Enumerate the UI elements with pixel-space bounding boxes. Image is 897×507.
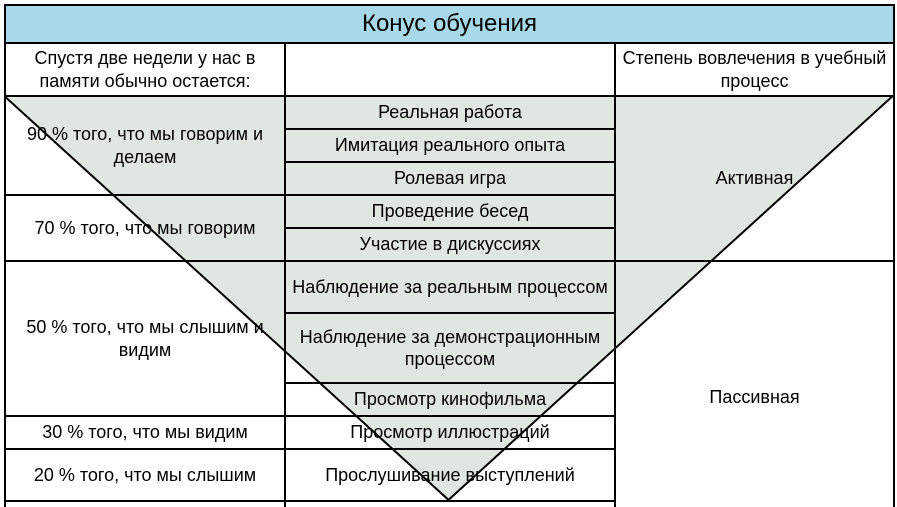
activity-row: Чтение xyxy=(285,501,615,507)
activity-row: Просмотр кинофильма xyxy=(285,383,615,416)
subhead-center-empty xyxy=(285,43,615,96)
activity-row: Имитация реального опыта xyxy=(285,129,615,162)
activity-row: Реальная работа xyxy=(285,96,615,129)
activity-row: Проведение бесед xyxy=(285,195,615,228)
retention-50: 50 % того, что мы слышим и видим xyxy=(5,261,285,416)
retention-30: 30 % того, что мы видим xyxy=(5,416,285,449)
activity-row: Наблюдение за реальным процессом xyxy=(285,261,615,313)
cone-of-learning-diagram: Конус обучения Спустя две недели у нас в… xyxy=(0,0,897,507)
retention-10: 10 % того, что мы читаем xyxy=(5,501,285,507)
activity-row: Просмотр иллюстраций xyxy=(285,416,615,449)
diagram-title: Конус обучения xyxy=(5,5,894,43)
retention-70: 70 % того, что мы говорим xyxy=(5,195,285,261)
activity-row: Наблюдение за демонстрационным процессом xyxy=(285,313,615,383)
activity-row: Участие в дискуссиях xyxy=(285,228,615,261)
retention-20: 20 % того, что мы слышим xyxy=(5,449,285,501)
retention-90: 90 % того, что мы говорим и делаем xyxy=(5,96,285,195)
activity-row: Ролевая игра xyxy=(285,162,615,195)
involvement-active: Активная xyxy=(615,96,894,261)
subhead-retention: Спустя две недели у нас в памяти обычно … xyxy=(5,43,285,96)
subhead-involvement: Степень вовлечения в учебный процесс xyxy=(615,43,894,96)
activity-row: Прослушивание выступлений xyxy=(285,449,615,501)
cone-table: Конус обучения Спустя две недели у нас в… xyxy=(4,4,895,507)
involvement-passive: Пассивная xyxy=(615,261,894,507)
